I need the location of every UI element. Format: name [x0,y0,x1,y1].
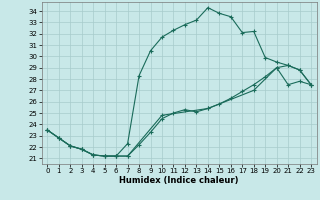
X-axis label: Humidex (Indice chaleur): Humidex (Indice chaleur) [119,176,239,185]
